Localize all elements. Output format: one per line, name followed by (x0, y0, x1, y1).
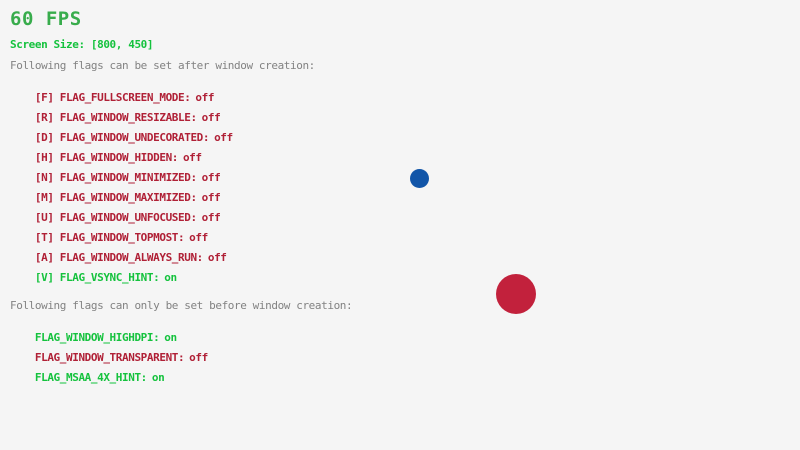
flag-state: off (195, 91, 215, 104)
flag-label: [R] FLAG_WINDOW_RESIZABLE: (34, 111, 197, 124)
red-ball (496, 274, 536, 314)
flag-window-minimized: [N] FLAG_WINDOW_MINIMIZED: off (10, 160, 221, 196)
fps-counter: 60 FPS (10, 8, 82, 30)
flag-window-maximized: [M] FLAG_WINDOW_MAXIMIZED: off (10, 180, 221, 216)
flag-state: off (207, 251, 227, 264)
flag-label: [A] FLAG_WINDOW_ALWAYS_RUN: (34, 251, 203, 264)
flag-label: [M] FLAG_WINDOW_MAXIMIZED: (34, 191, 197, 204)
flag-window-unfocused: [U] FLAG_WINDOW_UNFOCUSED: off (10, 200, 221, 236)
flag-vsync-hint: [V] FLAG_VSYNC_HINT: on (10, 260, 177, 296)
flag-label: [V] FLAG_VSYNC_HINT: (34, 271, 160, 284)
section-header-before-creation: Following flags can only be set before w… (10, 299, 353, 312)
screen-size-label: Screen Size: [800, 450] (10, 38, 154, 51)
flag-state: off (214, 131, 233, 144)
flag-window-hidden: [H] FLAG_WINDOW_HIDDEN: off (10, 140, 202, 176)
flag-window-highdpi: FLAG_WINDOW_HIGHDPI: on (10, 320, 177, 356)
flag-state: on (164, 271, 177, 284)
flag-label: FLAG_WINDOW_HIGHDPI: (34, 331, 160, 344)
flag-window-always-run: [A] FLAG_WINDOW_ALWAYS_RUN: off (10, 240, 227, 276)
blue-ball (410, 169, 429, 188)
flag-window-transparent: FLAG_WINDOW_TRANSPARENT: off (10, 340, 208, 376)
flag-label: [U] FLAG_WINDOW_UNFOCUSED: (34, 211, 197, 224)
flag-state: off (189, 351, 208, 364)
flag-label: FLAG_MSAA_4X_HINT: (34, 371, 147, 384)
flag-window-topmost: [T] FLAG_WINDOW_TOPMOST: off (10, 220, 208, 256)
flag-window-resizable: [R] FLAG_WINDOW_RESIZABLE: off (10, 100, 221, 136)
flag-window-undecorated: [D] FLAG_WINDOW_UNDECORATED: off (10, 120, 233, 156)
flag-label: [F] FLAG_FULLSCREEN_MODE: (34, 91, 191, 104)
flag-label: [N] FLAG_WINDOW_MINIMIZED: (34, 171, 197, 184)
flag-label: [T] FLAG_WINDOW_TOPMOST: (34, 231, 185, 244)
flag-state: off (201, 111, 221, 124)
section-header-after-creation: Following flags can be set after window … (10, 59, 315, 72)
flag-state: off (189, 231, 208, 244)
flag-state: off (201, 171, 221, 184)
flag-msaa-4x-hint: FLAG_MSAA_4X_HINT: on (10, 360, 165, 396)
flag-state: off (182, 151, 202, 164)
flag-label: [H] FLAG_WINDOW_HIDDEN: (34, 151, 179, 164)
flag-state: off (201, 211, 221, 224)
flag-state: on (151, 371, 165, 384)
flag-state: off (201, 191, 221, 204)
flag-state: on (164, 331, 177, 344)
flag-fullscreen-mode: [F] FLAG_FULLSCREEN_MODE: off (10, 80, 215, 116)
flag-label: [D] FLAG_WINDOW_UNDECORATED: (34, 131, 210, 144)
flag-label: FLAG_WINDOW_TRANSPARENT: (34, 351, 185, 364)
